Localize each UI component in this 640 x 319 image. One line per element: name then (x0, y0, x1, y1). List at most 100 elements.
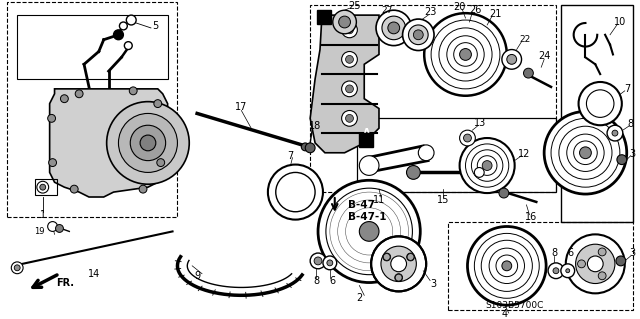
Circle shape (447, 36, 484, 73)
Bar (8, 2, 177, 217)
Circle shape (342, 81, 357, 97)
Text: 4: 4 (502, 309, 508, 319)
Circle shape (268, 165, 323, 219)
Circle shape (47, 222, 58, 231)
Text: 10: 10 (614, 17, 626, 27)
Bar (357, 118, 556, 192)
Circle shape (139, 185, 147, 193)
Circle shape (567, 134, 604, 171)
Text: 6: 6 (568, 248, 574, 258)
Polygon shape (310, 15, 379, 153)
Circle shape (566, 269, 570, 273)
Circle shape (154, 100, 162, 108)
Circle shape (598, 248, 606, 256)
Circle shape (330, 192, 408, 271)
Text: 8: 8 (313, 276, 319, 286)
Circle shape (40, 184, 45, 190)
Text: S103B5700C: S103B5700C (485, 300, 543, 310)
Circle shape (118, 114, 177, 173)
Text: B-47: B-47 (348, 200, 374, 210)
Text: 19: 19 (34, 227, 45, 236)
Circle shape (333, 10, 356, 34)
Circle shape (472, 150, 503, 181)
Text: 27: 27 (381, 6, 392, 15)
Circle shape (383, 254, 390, 260)
Circle shape (463, 134, 472, 142)
Circle shape (395, 274, 403, 282)
Circle shape (424, 13, 507, 96)
Circle shape (359, 156, 379, 175)
Text: 12: 12 (518, 149, 531, 159)
Circle shape (553, 268, 559, 274)
Circle shape (140, 135, 156, 151)
Text: 20: 20 (453, 2, 466, 12)
Circle shape (460, 138, 515, 193)
Text: 26: 26 (469, 5, 481, 15)
Circle shape (407, 254, 414, 260)
Text: 22: 22 (519, 35, 530, 44)
Polygon shape (50, 89, 168, 197)
Circle shape (326, 188, 412, 275)
Circle shape (419, 145, 434, 161)
Circle shape (342, 204, 397, 259)
Circle shape (616, 256, 626, 266)
Circle shape (318, 180, 420, 283)
Circle shape (338, 200, 401, 263)
Circle shape (391, 256, 406, 272)
Circle shape (551, 118, 620, 187)
Bar (359, 133, 373, 147)
Circle shape (408, 25, 428, 45)
Circle shape (489, 248, 525, 284)
Circle shape (460, 48, 472, 60)
Circle shape (474, 234, 540, 298)
Circle shape (566, 234, 625, 293)
Circle shape (465, 144, 509, 187)
Circle shape (559, 126, 612, 179)
Circle shape (334, 196, 404, 267)
Circle shape (126, 15, 136, 25)
Text: 25: 25 (348, 1, 361, 11)
Bar (17, 15, 168, 79)
Circle shape (107, 102, 189, 184)
Circle shape (607, 125, 623, 141)
Circle shape (60, 95, 68, 103)
Text: 3: 3 (430, 278, 436, 288)
Circle shape (346, 26, 353, 34)
Circle shape (481, 240, 532, 291)
Circle shape (482, 161, 492, 170)
Text: 24: 24 (538, 51, 550, 62)
Circle shape (310, 253, 326, 269)
Text: 8: 8 (628, 119, 634, 129)
Circle shape (129, 87, 137, 95)
Circle shape (276, 173, 315, 212)
Circle shape (339, 16, 351, 28)
Text: 5: 5 (152, 21, 158, 31)
Text: B-47-1: B-47-1 (348, 212, 386, 222)
Circle shape (359, 222, 379, 241)
Circle shape (49, 159, 56, 167)
Circle shape (346, 208, 393, 255)
Text: 11: 11 (373, 195, 385, 205)
Circle shape (406, 253, 415, 261)
Circle shape (507, 55, 516, 64)
Circle shape (342, 22, 357, 38)
Text: 21: 21 (489, 9, 501, 19)
Circle shape (467, 226, 546, 305)
Circle shape (376, 10, 412, 46)
Text: 6: 6 (330, 276, 336, 286)
Circle shape (157, 159, 164, 167)
Circle shape (342, 51, 357, 67)
Circle shape (47, 115, 56, 122)
Text: 17: 17 (235, 101, 248, 112)
Circle shape (474, 167, 484, 177)
Text: 7: 7 (287, 151, 294, 161)
Circle shape (586, 90, 614, 117)
Text: 1: 1 (40, 210, 46, 220)
Circle shape (381, 246, 417, 282)
Circle shape (403, 19, 434, 50)
Circle shape (301, 143, 309, 151)
Circle shape (617, 155, 627, 165)
Text: 15: 15 (436, 195, 449, 205)
Circle shape (75, 90, 83, 98)
Circle shape (573, 141, 597, 165)
